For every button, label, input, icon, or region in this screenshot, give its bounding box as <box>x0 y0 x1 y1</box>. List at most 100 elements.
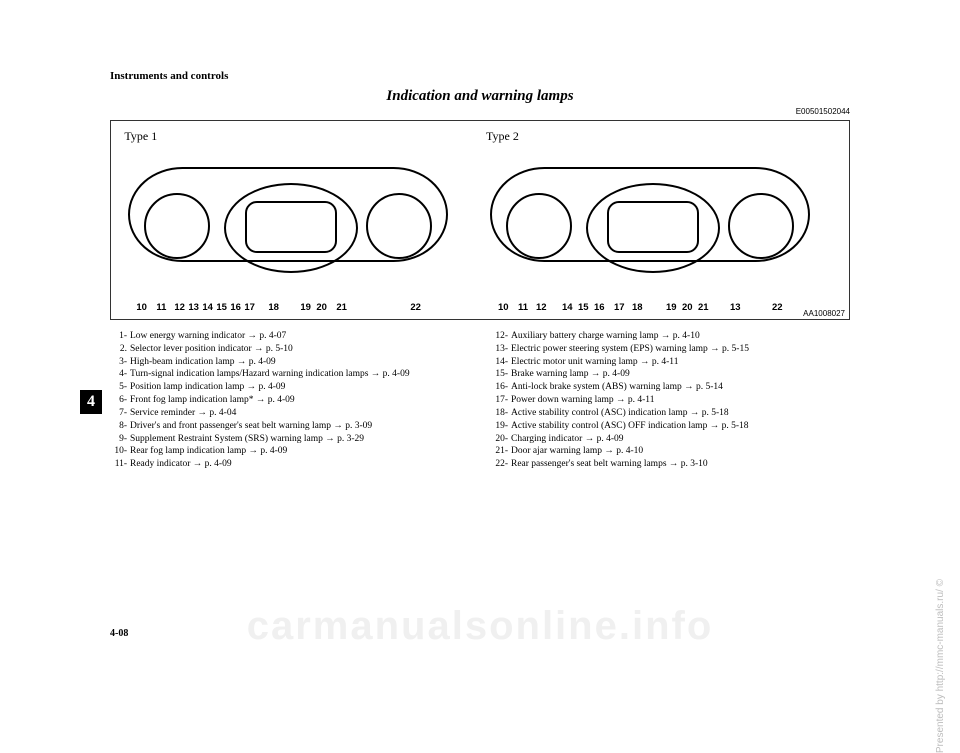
legend-number: 8- <box>110 420 130 433</box>
callout-number: 20 <box>682 302 693 313</box>
legend-number: 9- <box>110 433 130 446</box>
legend-number: 15- <box>491 368 511 381</box>
callout-number: 11 <box>156 302 166 313</box>
side-credit: Presented by http://mmc-manuals.ru/ © <box>935 579 946 753</box>
legend-text: Position lamp indication lamp → p. 4-09 <box>130 381 469 394</box>
callout-number: 18 <box>268 302 279 313</box>
callout-number: 12 <box>536 302 547 313</box>
legend-number: 21- <box>491 445 511 458</box>
legend-number: 22- <box>491 458 511 471</box>
legend: 1-Low energy warning indicator → p. 4-07… <box>110 330 850 471</box>
legend-number: 3- <box>110 356 130 369</box>
diagram-box: Type 1 1234456789 1011121314151617181920… <box>110 120 850 320</box>
legend-row: 14-Electric motor unit warning lamp → p.… <box>491 356 850 369</box>
callout-number: 19 <box>666 302 677 313</box>
left-gauge-2 <box>506 193 572 259</box>
center-display-2 <box>607 201 699 253</box>
legend-text: Driver's and front passenger's seat belt… <box>130 420 469 433</box>
legend-col-left: 1-Low energy warning indicator → p. 4-07… <box>110 330 469 471</box>
legend-text: Auxiliary battery charge warning lamp → … <box>511 330 850 343</box>
callout-number: 20 <box>316 302 327 313</box>
legend-number: 18- <box>491 407 511 420</box>
legend-text: Power down warning lamp → p. 4-11 <box>511 394 850 407</box>
legend-number: 20- <box>491 433 511 446</box>
callout-number: 10 <box>136 302 147 313</box>
callout-number: 14 <box>562 302 573 313</box>
callout-number: 21 <box>336 302 347 313</box>
legend-row: 4-Turn-signal indication lamps/Hazard wa… <box>110 368 469 381</box>
legend-number: 7- <box>110 407 130 420</box>
page-number: 4-08 <box>110 628 128 639</box>
callout-number: 19 <box>300 302 311 313</box>
legend-text: High-beam indication lamp → p. 4-09 <box>130 356 469 369</box>
legend-number: 12- <box>491 330 511 343</box>
watermark: carmanualsonline.info <box>0 604 960 649</box>
instrument-cluster-2: 1234456789 10111214151617181920211322 <box>490 157 810 282</box>
legend-row: 1-Low energy warning indicator → p. 4-07 <box>110 330 469 343</box>
legend-row: 2.Selector lever position indicator → p.… <box>110 343 469 356</box>
diagram-code: AA1008027 <box>803 309 845 318</box>
legend-row: 22-Rear passenger's seat belt warning la… <box>491 458 850 471</box>
legend-text: Rear passenger's seat belt warning lamps… <box>511 458 850 471</box>
legend-row: 5-Position lamp indication lamp → p. 4-0… <box>110 381 469 394</box>
panel-label-2: Type 2 <box>486 129 842 144</box>
cluster-outline-1 <box>128 167 448 262</box>
callout-number: 22 <box>772 302 783 313</box>
page: carmanualsonline.info Presented by http:… <box>0 0 960 679</box>
panel-type-2: Type 2 1234456789 1011121415161718192021… <box>480 127 842 317</box>
legend-row: 3-High-beam indication lamp → p. 4-09 <box>110 356 469 369</box>
legend-number: 16- <box>491 381 511 394</box>
legend-text: Supplement Restraint System (SRS) warnin… <box>130 433 469 446</box>
legend-row: 17-Power down warning lamp → p. 4-11 <box>491 394 850 407</box>
legend-text: Charging indicator → p. 4-09 <box>511 433 850 446</box>
callout-number: 21 <box>698 302 709 313</box>
callout-number: 13 <box>730 302 741 313</box>
callout-number: 17 <box>244 302 255 313</box>
legend-row: 20-Charging indicator → p. 4-09 <box>491 433 850 446</box>
callout-number: 11 <box>518 302 528 313</box>
callout-number: 13 <box>188 302 199 313</box>
legend-row: 9-Supplement Restraint System (SRS) warn… <box>110 433 469 446</box>
callout-number: 14 <box>202 302 213 313</box>
callout-number: 16 <box>594 302 605 313</box>
legend-text: Electric power steering system (EPS) war… <box>511 343 850 356</box>
callout-number: 15 <box>216 302 227 313</box>
legend-text: Front fog lamp indication lamp* → p. 4-0… <box>130 394 469 407</box>
callout-number: 15 <box>578 302 589 313</box>
legend-row: 19-Active stability control (ASC) OFF in… <box>491 420 850 433</box>
callout-number: 17 <box>614 302 625 313</box>
legend-number: 2. <box>110 343 130 356</box>
legend-number: 14- <box>491 356 511 369</box>
callout-number: 22 <box>410 302 421 313</box>
instrument-cluster-1: 1234456789 10111213141516171819202122 <box>128 157 448 282</box>
legend-text: Ready indicator → p. 4-09 <box>130 458 469 471</box>
right-gauge-2 <box>728 193 794 259</box>
legend-number: 11- <box>110 458 130 471</box>
callout-number: 16 <box>230 302 241 313</box>
right-gauge-1 <box>366 193 432 259</box>
legend-text: Anti-lock brake system (ABS) warning lam… <box>511 381 850 394</box>
legend-number: 1- <box>110 330 130 343</box>
legend-row: 12-Auxiliary battery charge warning lamp… <box>491 330 850 343</box>
legend-text: Active stability control (ASC) indicatio… <box>511 407 850 420</box>
legend-col-right: 12-Auxiliary battery charge warning lamp… <box>491 330 850 471</box>
legend-text: Brake warning lamp → p. 4-09 <box>511 368 850 381</box>
legend-row: 7-Service reminder → p. 4-04 <box>110 407 469 420</box>
legend-number: 13- <box>491 343 511 356</box>
legend-row: 6-Front fog lamp indication lamp* → p. 4… <box>110 394 469 407</box>
legend-number: 5- <box>110 381 130 394</box>
legend-text: Electric motor unit warning lamp → p. 4-… <box>511 356 850 369</box>
section-header: Instruments and controls <box>110 70 850 82</box>
legend-text: Door ajar warning lamp → p. 4-10 <box>511 445 850 458</box>
content-area: Instruments and controls Indication and … <box>0 0 960 471</box>
legend-text: Rear fog lamp indication lamp → p. 4-09 <box>130 445 469 458</box>
legend-row: 8-Driver's and front passenger's seat be… <box>110 420 469 433</box>
legend-row: 15-Brake warning lamp → p. 4-09 <box>491 368 850 381</box>
legend-number: 10- <box>110 445 130 458</box>
legend-row: 11-Ready indicator → p. 4-09 <box>110 458 469 471</box>
legend-row: 10-Rear fog lamp indication lamp → p. 4-… <box>110 445 469 458</box>
panel-label-1: Type 1 <box>124 129 480 144</box>
legend-number: 19- <box>491 420 511 433</box>
legend-text: Turn-signal indication lamps/Hazard warn… <box>130 368 469 381</box>
center-display-1 <box>245 201 337 253</box>
